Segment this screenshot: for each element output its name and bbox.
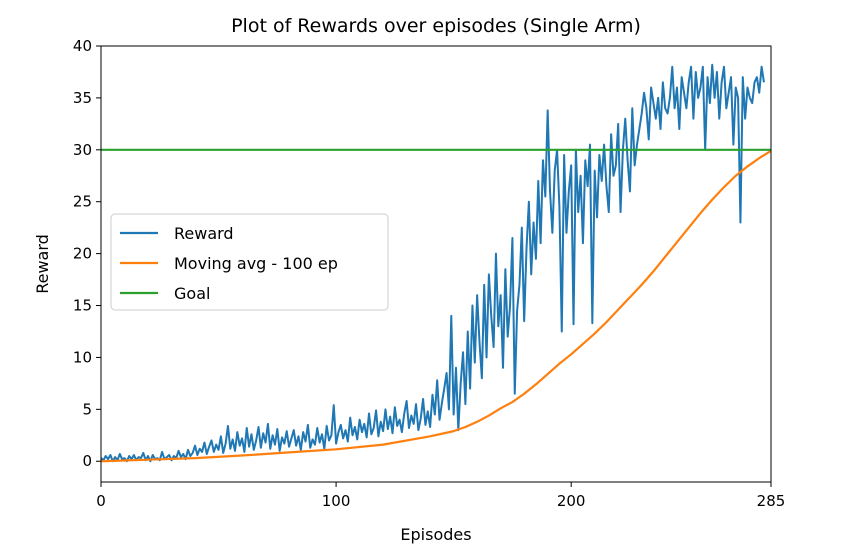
legend-label: Goal <box>174 284 210 303</box>
y-tick-label: 35 <box>73 89 92 107</box>
series-line-moving-avg-100-ep <box>100 149 772 463</box>
y-tick-label: 30 <box>73 141 92 159</box>
y-tick-label: 15 <box>73 297 92 315</box>
y-axis-label: Reward <box>33 234 52 294</box>
chart-title: Plot of Rewards over episodes (Single Ar… <box>231 15 641 37</box>
legend-box <box>110 213 389 311</box>
x-tick-label: 285 <box>757 492 786 510</box>
x-tick-label: 100 <box>322 492 351 510</box>
y-tick-label: 25 <box>73 193 92 211</box>
y-tick-label: 40 <box>73 37 92 55</box>
series-line-reward <box>100 63 765 463</box>
legend-label: Reward <box>174 224 234 243</box>
x-axis-label: Episodes <box>400 525 471 544</box>
y-tick-label: 0 <box>82 452 92 470</box>
x-tick-label: 0 <box>96 492 106 510</box>
x-tick-label: 200 <box>557 492 586 510</box>
y-tick-label: 5 <box>82 400 92 418</box>
plot-frame <box>100 45 772 483</box>
y-tick-label: 10 <box>73 348 92 366</box>
legend-label: Moving avg - 100 ep <box>174 254 338 273</box>
y-tick-label: 20 <box>73 245 92 263</box>
